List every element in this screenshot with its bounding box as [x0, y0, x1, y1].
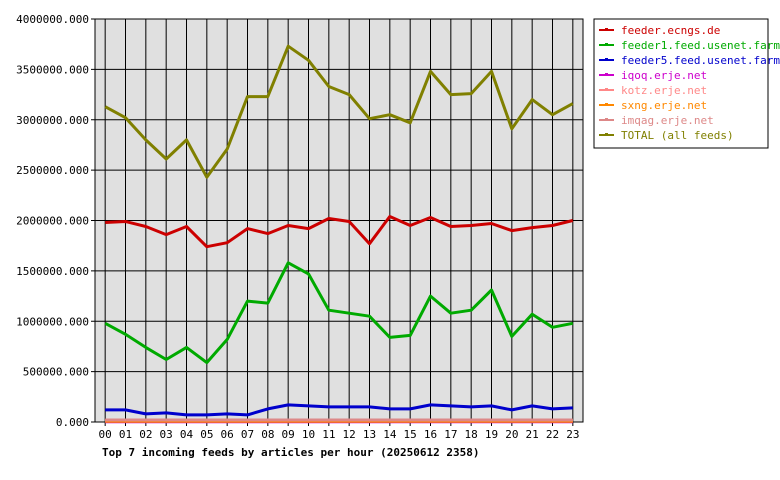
- legend-marker: [605, 58, 608, 61]
- series-line: [104, 261, 574, 365]
- x-tick-label: 18: [465, 428, 478, 441]
- x-tick-label: 06: [221, 428, 234, 441]
- legend-marker: [605, 133, 608, 136]
- x-tick-label: 14: [383, 428, 397, 441]
- y-tick-label: 3000000.000: [16, 114, 89, 127]
- y-tick-label: 500000.000: [23, 366, 89, 379]
- x-tick-label: 00: [99, 428, 112, 441]
- x-tick-label: 11: [322, 428, 335, 441]
- x-tick-label: 01: [119, 428, 132, 441]
- legend-box: [593, 18, 769, 149]
- chart-title: Top 7 incoming feeds by articles per hou…: [102, 446, 480, 459]
- legend: feeder.ecngs.de feeder1.feed.usenet.farm f…: [599, 24, 780, 142]
- y-tick-label: 2000000.000: [16, 215, 89, 228]
- x-tick-label: 21: [526, 428, 539, 441]
- x-tick-label: 17: [444, 428, 457, 441]
- legend-label: imqag.erje.net: [621, 114, 714, 127]
- x-tick-label: 23: [566, 428, 579, 441]
- x-tick-label: 04: [180, 428, 194, 441]
- x-tick-label: 03: [160, 428, 173, 441]
- x-tick-label: 09: [282, 428, 295, 441]
- x-tick-label: 05: [200, 428, 213, 441]
- x-tick-labels: 00 01 02 03 04 05 06 07 08 09 10 11 12 13 14 15 16 17 18 19…: [99, 428, 580, 441]
- x-tick-label: 10: [302, 428, 315, 441]
- legend-label: feeder1.feed.usenet.farm: [621, 39, 780, 52]
- y-tick-labels: 0.000 500000.000 1000000.000 1500000.000 200…: [16, 13, 89, 429]
- legend-marker: [605, 43, 608, 46]
- x-tick-label: 16: [424, 428, 437, 441]
- x-tick-label: 20: [505, 428, 518, 441]
- legend-marker: [605, 103, 608, 106]
- legend-label: feeder.ecngs.de: [621, 24, 720, 37]
- legend-marker: [605, 88, 608, 91]
- x-tick-label: 08: [261, 428, 274, 441]
- series-line: [105, 403, 573, 417]
- grid-lines: [91, 18, 583, 426]
- y-tick-label: 2500000.000: [16, 164, 89, 177]
- x-tick-label: 12: [343, 428, 356, 441]
- y-tick-label: 4000000.000: [16, 13, 89, 26]
- y-tick-label: 1000000.000: [16, 315, 89, 328]
- legend-label: TOTAL (all feeds): [621, 129, 734, 142]
- legend-marker: [605, 118, 608, 121]
- x-tick-label: 02: [139, 428, 152, 441]
- legend-label: feeder5.feed.usenet.farm: [621, 54, 780, 67]
- x-tick-label: 15: [404, 428, 417, 441]
- series-lines: [104, 44, 574, 424]
- y-tick-label: 0.000: [56, 416, 89, 429]
- x-tick-label: 19: [485, 428, 498, 441]
- x-tick-label: 13: [363, 428, 376, 441]
- series-line: [104, 44, 574, 179]
- legend-label: sxng.erje.net: [621, 99, 707, 112]
- y-tick-label: 3500000.000: [16, 63, 89, 76]
- y-tick-label: 1500000.000: [16, 265, 89, 278]
- x-tick-label: 07: [241, 428, 254, 441]
- legend-marker: [605, 28, 608, 31]
- legend-marker: [605, 73, 608, 76]
- legend-label: kotz.erje.net: [621, 84, 707, 97]
- series-line: [105, 215, 574, 249]
- legend-label: iqoq.erje.net: [621, 69, 707, 82]
- x-tick-label: 22: [546, 428, 559, 441]
